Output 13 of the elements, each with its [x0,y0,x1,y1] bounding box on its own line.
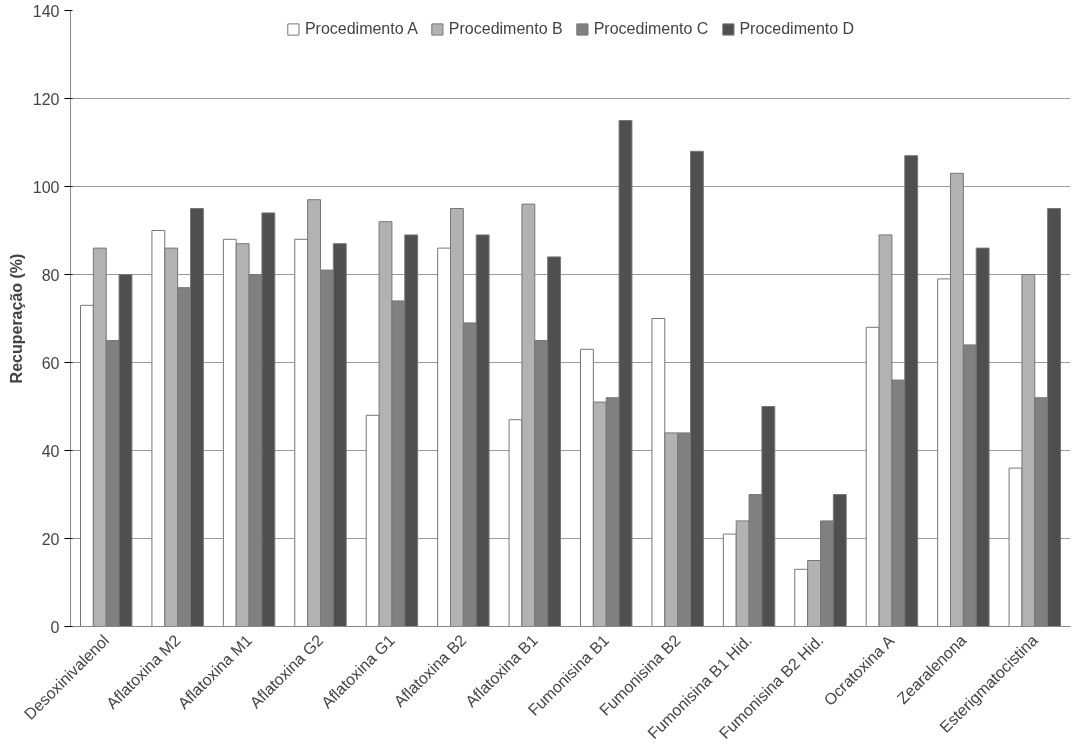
legend-label: Procedimento A [304,20,418,38]
y-tick-label: 140 [32,2,60,20]
y-tick-label: 120 [32,90,60,108]
y-tick-label: 0 [50,618,60,636]
y-tick-label: 20 [41,530,60,548]
legend-label: Procedimento C [593,20,709,38]
legend-label: Procedimento B [448,20,563,38]
y-axis-title: Recuperação (%) [7,253,25,384]
y-tick-label: 80 [41,266,60,284]
y-tick-label: 60 [41,354,60,372]
legend-label: Procedimento D [739,20,855,38]
y-tick-label: 100 [32,178,60,196]
y-tick-label: 40 [41,442,60,460]
